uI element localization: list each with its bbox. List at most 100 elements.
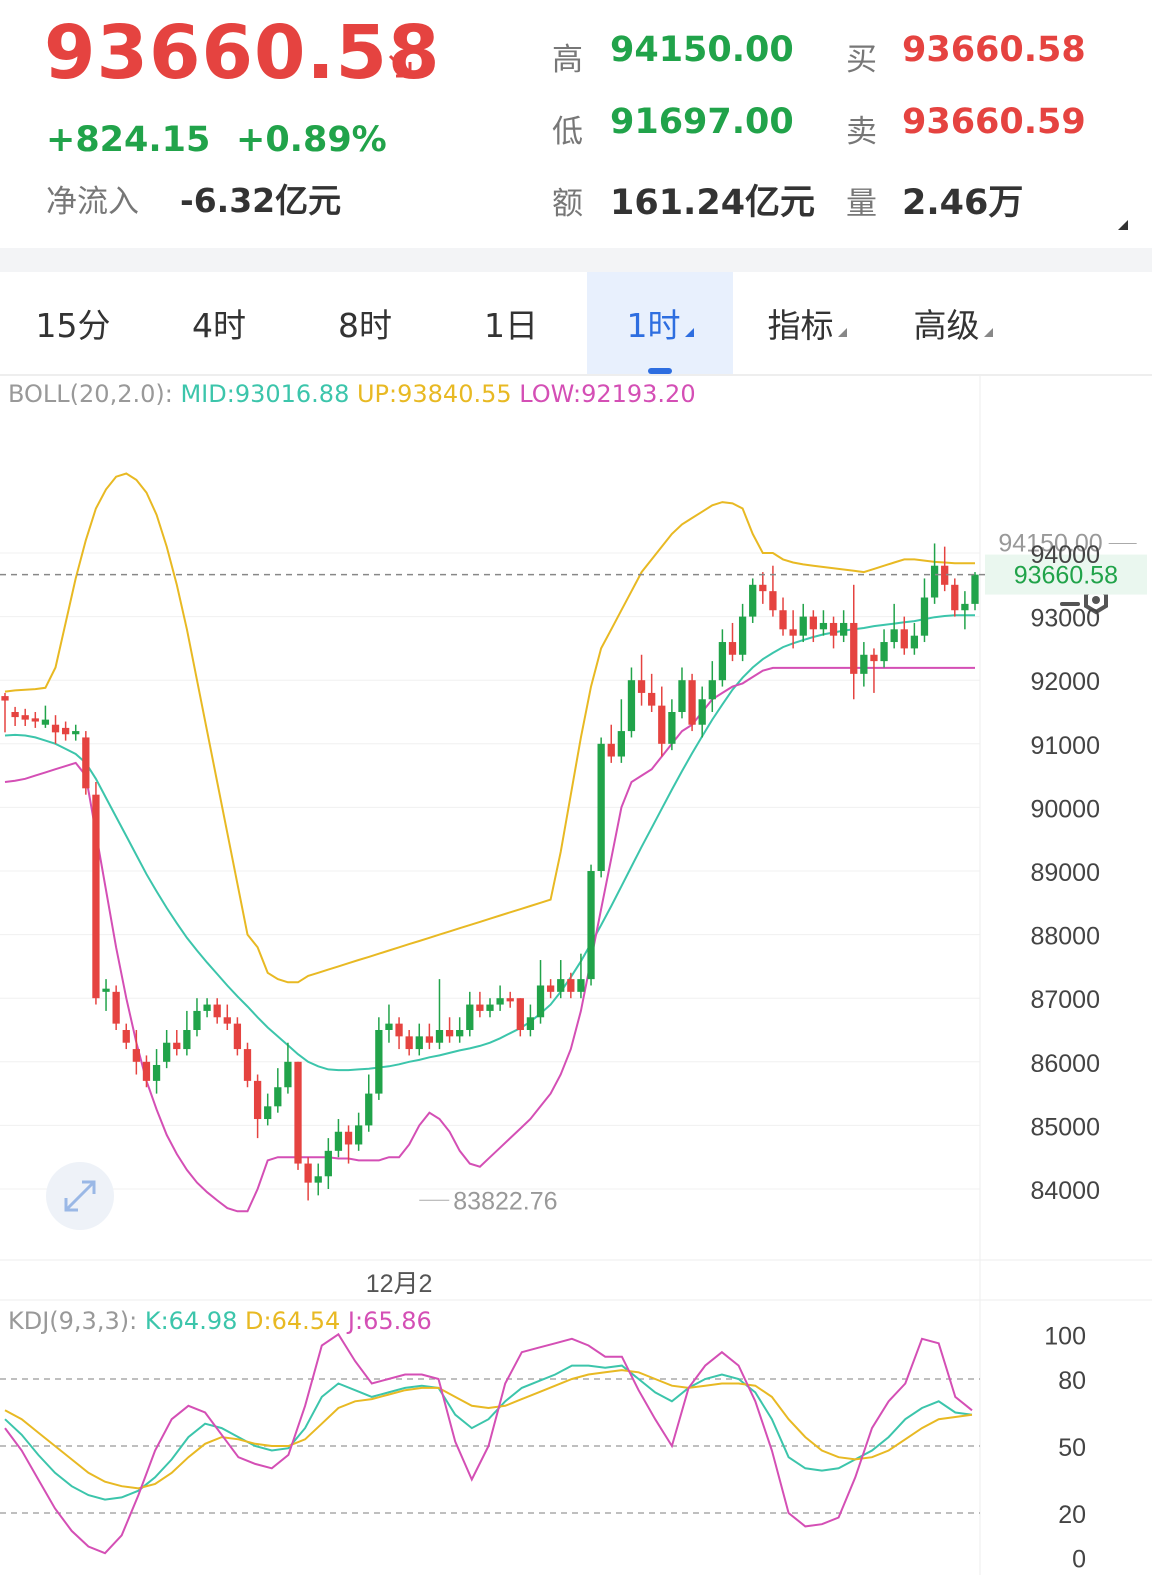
candle-body — [253, 1080, 262, 1120]
candle-body — [941, 565, 949, 585]
tab-8h[interactable]: 8时 — [292, 272, 438, 374]
candle-body — [587, 871, 595, 980]
price-change-percent: +0.89% — [236, 120, 387, 160]
tab-label: 8时 — [338, 306, 392, 345]
candle-body — [688, 680, 696, 725]
tab-1d[interactable]: 1日 — [438, 272, 584, 374]
tab-15min[interactable]: 15分 — [0, 272, 146, 374]
y-tick-label: 89000 — [1030, 859, 1100, 887]
boll-name: BOLL(20,2.0): — [8, 380, 173, 408]
dropdown-triangle-icon — [837, 327, 847, 337]
candle-body — [61, 727, 70, 735]
kdj-j-value: J:65.86 — [347, 1307, 432, 1335]
net-inflow-value: -6.32亿元 — [180, 181, 342, 220]
y-tick-label: 90000 — [1030, 795, 1100, 823]
x-tick-label: 12月2 — [366, 1270, 433, 1298]
candle-body — [930, 565, 939, 598]
y-tick-label: 91000 — [1030, 732, 1100, 760]
tab-label: 指标 — [767, 306, 834, 345]
candle-body — [890, 629, 898, 643]
candle-body — [405, 1036, 413, 1050]
boll-legend: BOLL(20,2.0): MID:93016.88 UP:93840.55 L… — [8, 380, 696, 408]
candle-body — [557, 979, 565, 992]
last-price-label: 93660.58 — [1014, 562, 1118, 590]
candle-body — [294, 1061, 302, 1164]
expand-quote-corner-icon[interactable] — [1118, 220, 1128, 230]
candle-body — [102, 988, 110, 992]
stat-low-label: 低 — [552, 114, 583, 150]
candle-body — [213, 1004, 221, 1018]
section-separator — [0, 248, 1152, 272]
candle-body — [466, 1004, 474, 1030]
candle-body — [738, 616, 747, 655]
candle-body — [749, 584, 757, 617]
candle-body — [526, 1017, 535, 1030]
stat-volume-value: 2.46万 — [902, 183, 1024, 223]
stat-bid-label: 买 — [846, 42, 877, 78]
candle-body — [284, 1061, 292, 1088]
kdj-j-line — [4, 1332, 973, 1555]
candle-body — [11, 712, 19, 718]
candle-body — [92, 794, 100, 999]
candle-body — [486, 1004, 494, 1011]
y-tick-label: 93000 — [1030, 605, 1100, 633]
candles — [1, 543, 979, 1201]
candle-body — [789, 629, 797, 636]
candle-body — [819, 622, 828, 630]
candle-body — [425, 1036, 434, 1043]
boll-overlay: 93660.58 94150.00 83822.76 — [0, 529, 1147, 1230]
candle-body — [51, 724, 60, 733]
candle-body — [718, 642, 727, 681]
boll-grid — [0, 376, 1152, 1575]
arrow-down-right-icon — [388, 54, 412, 78]
candle-body — [193, 1010, 201, 1030]
candle-body — [132, 1049, 140, 1062]
tab-label: 高级 — [913, 306, 980, 345]
candle-body — [971, 574, 979, 604]
kdj-y-tick-label: 80 — [1058, 1367, 1086, 1395]
candle-body — [31, 718, 39, 722]
candle-body — [769, 591, 777, 611]
candle-body — [546, 985, 555, 992]
candle-body — [415, 1036, 423, 1050]
candle-body — [809, 616, 817, 630]
candle-body — [648, 692, 656, 706]
kdj-y-tick-label: 20 — [1058, 1501, 1086, 1529]
tab-advanced[interactable]: 高级 — [880, 272, 1026, 374]
candle-body — [627, 680, 636, 732]
candle-body — [759, 584, 767, 592]
y-tick-label: 87000 — [1030, 986, 1100, 1014]
candle-body — [607, 743, 615, 757]
stat-turnover-label: 额 — [552, 186, 583, 222]
price-chart[interactable]: 93660.58 94150.00 83822.76 84000 85000 86000… — [0, 376, 1152, 1575]
tab-label: 1日 — [484, 306, 538, 345]
candle-body — [567, 979, 575, 992]
expand-icon-stroke — [64, 1180, 96, 1212]
candle-body — [375, 1030, 383, 1094]
candle-body — [506, 998, 514, 1002]
candle-body — [617, 731, 625, 757]
tab-indicators[interactable]: 指标 — [734, 272, 880, 374]
candle-body — [516, 998, 524, 1030]
boll-upper-line — [4, 472, 975, 984]
last-price-box — [985, 554, 1147, 595]
y-tick-label: 88000 — [1030, 923, 1100, 951]
kdj-k-line — [4, 1364, 973, 1501]
kdj-d-value: D:64.54 — [245, 1307, 341, 1335]
candle-body — [21, 715, 29, 720]
tab-label: 4时 — [192, 306, 246, 345]
kdj-legend: KDJ(9,3,3): K:64.98 D:64.54 J:65.86 — [8, 1307, 432, 1335]
stat-high-value: 94150.00 — [610, 30, 794, 70]
boll-lines — [4, 472, 975, 1213]
stat-ask-value: 93660.59 — [902, 102, 1086, 142]
candle-body — [112, 991, 120, 1024]
boll-lower-line — [4, 666, 975, 1213]
quote-header: 93660.58 +824.15 +0.89% 净流入 -6.32亿元 高 94… — [0, 0, 1152, 248]
candle-body — [385, 1023, 393, 1030]
candle-body — [840, 622, 848, 636]
expand-icon-arrow — [82, 1180, 96, 1194]
candle-body — [658, 705, 666, 744]
stat-low-value: 91697.00 — [610, 102, 794, 142]
tab-4h[interactable]: 4时 — [146, 272, 292, 374]
tab-1h[interactable]: 1时 — [587, 272, 733, 374]
